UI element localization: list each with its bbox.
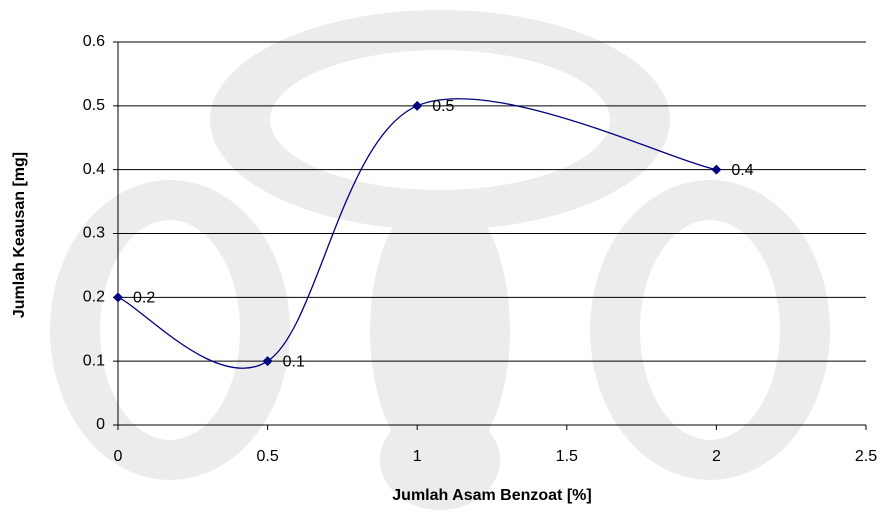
- y-tick-label: 0: [96, 416, 105, 433]
- x-tick-label: 0: [114, 448, 123, 465]
- data-label: 0.4: [731, 162, 753, 179]
- x-tick-label: 2.5: [855, 448, 877, 465]
- watermark: [50, 10, 830, 510]
- x-tick-label: 1.5: [556, 448, 578, 465]
- y-tick-label: 0.3: [83, 225, 105, 242]
- data-label: 0.2: [133, 290, 155, 307]
- y-tick-label: 0.5: [83, 97, 105, 114]
- y-tick-label: 0.1: [83, 352, 105, 369]
- y-tick-label: 0.2: [83, 289, 105, 306]
- chart: Jumlah Asam Benzoat [%] Jumlah Keausan […: [0, 0, 885, 527]
- y-tick-label: 0.4: [83, 161, 105, 178]
- data-label: 0.1: [283, 353, 305, 370]
- page: Jumlah Asam Benzoat [%] Jumlah Keausan […: [0, 0, 885, 527]
- y-axis-title: Jumlah Keausan [mg]: [11, 152, 28, 318]
- x-tick-label: 0.5: [256, 448, 278, 465]
- x-axis-title: Jumlah Asam Benzoat [%]: [392, 487, 591, 504]
- y-tick-label: 0.6: [83, 33, 105, 50]
- data-label: 0.5: [432, 98, 454, 115]
- x-tick-label: 1: [413, 448, 422, 465]
- x-tick-label: 2: [712, 448, 721, 465]
- marker: [711, 165, 721, 175]
